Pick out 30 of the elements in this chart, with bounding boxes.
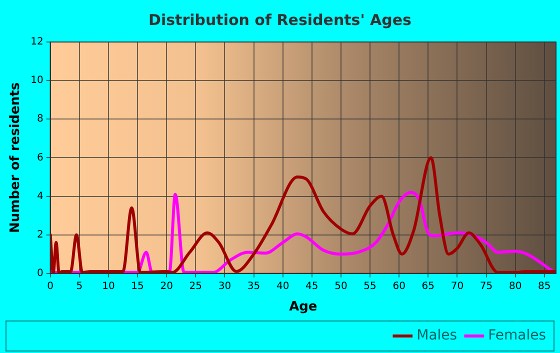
y-tick-label: 10: [30, 75, 44, 86]
x-tick-label: 55: [364, 280, 376, 292]
x-tick-label: 25: [189, 280, 202, 292]
x-tick-label: 30: [218, 280, 232, 292]
legend-label: Females: [488, 328, 546, 344]
x-tick-label: 80: [508, 280, 522, 292]
y-axis-title: Number of residents: [8, 82, 24, 234]
y-tick-label: 12: [30, 36, 44, 48]
x-tick-label: 15: [131, 280, 144, 292]
chart-title: Distribution of Residents' Ages: [148, 10, 412, 29]
x-tick-label: 0: [47, 280, 54, 292]
x-tick-label: 35: [247, 280, 260, 292]
x-tick-label: 70: [450, 280, 464, 292]
y-tick-label: 4: [36, 190, 44, 202]
legend-label: Males: [416, 328, 458, 344]
x-axis-title: Age: [289, 300, 318, 315]
x-tick-label: 20: [160, 280, 173, 292]
y-tick-label: 2: [36, 229, 44, 240]
y-tick-label: 6: [36, 152, 44, 164]
y-tick-label: 0: [36, 268, 44, 279]
x-tick-label: 5: [76, 280, 83, 292]
x-tick-label: 65: [422, 280, 434, 292]
y-tick-label: 8: [36, 114, 44, 125]
x-tick-label: 75: [480, 280, 493, 292]
x-tick-label: 60: [392, 280, 406, 292]
x-tick-label: 45: [306, 280, 318, 292]
x-tick-label: 10: [102, 280, 115, 292]
x-tick-label: 40: [276, 280, 290, 292]
x-tick-label: 85: [538, 280, 551, 292]
x-tick-label: 50: [334, 280, 348, 292]
